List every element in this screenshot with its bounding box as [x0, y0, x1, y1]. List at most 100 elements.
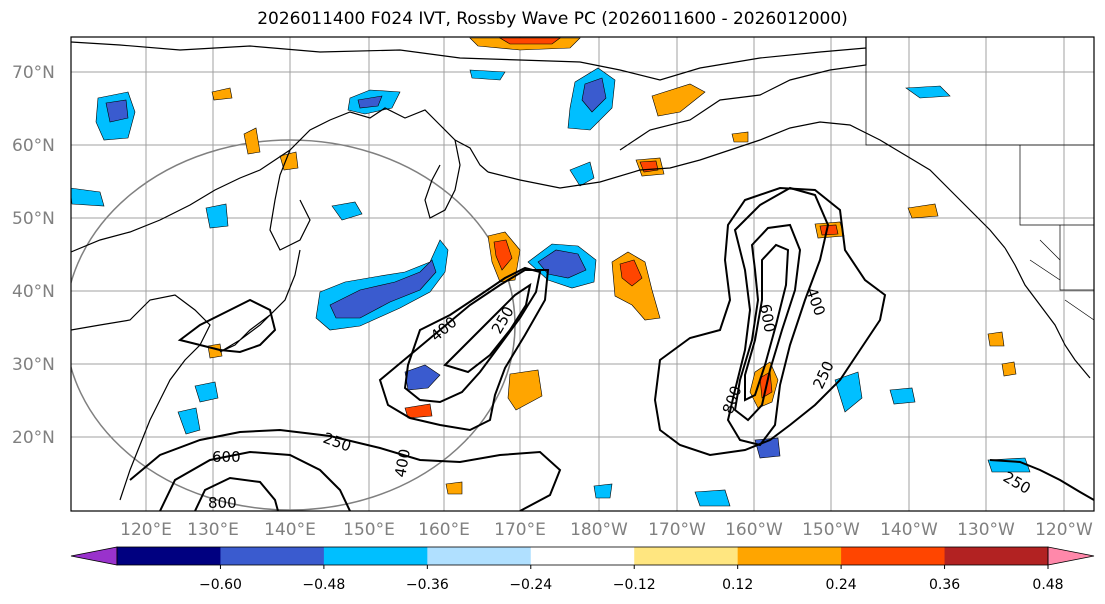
anomaly-patch [498, 37, 561, 45]
contour-label: 400 [391, 447, 414, 478]
colorbar-segment [737, 547, 842, 565]
longitude-label: 140°W [880, 520, 938, 540]
latitude-label: 30°N [12, 355, 55, 375]
anomaly-patch [619, 259, 643, 287]
longitude-label: 120°W [1035, 520, 1093, 540]
colorbar-segment [841, 547, 946, 565]
anomaly-patch [905, 85, 951, 99]
map-frame [70, 36, 1095, 512]
colorbar-segment [427, 547, 532, 565]
latitude-label: 40°N [12, 282, 55, 302]
longitude-label: 150°W [802, 520, 860, 540]
anomaly-patch [581, 77, 607, 113]
latitude-label: 60°N [12, 136, 55, 156]
positive-anomaly-patches [207, 37, 1017, 495]
ivt-contour [177, 298, 277, 354]
anomaly-patch [1001, 361, 1017, 377]
coastline-alaska-south [639, 121, 1006, 249]
latitude-labels: 20°N 30°N 40°N 50°N 60°N 70°N [12, 63, 55, 448]
anomaly-patch [243, 127, 261, 155]
ivt-contours [129, 186, 1094, 511]
contour-label: 600 [212, 448, 241, 466]
colorbar-segment [634, 547, 739, 565]
anomaly-patch [177, 407, 201, 435]
ivt-contour [159, 450, 351, 511]
ivt-contour [653, 186, 887, 457]
anomaly-patch [834, 371, 863, 413]
coastline-okhotsk [269, 149, 311, 251]
coastline-aleutians [487, 169, 641, 189]
colorbar-tick-label: 0.12 [722, 577, 753, 593]
ivt-contour [733, 223, 802, 422]
colorbar-tick-label: −0.12 [613, 577, 656, 593]
latitude-label: 70°N [12, 63, 55, 83]
country-borders [865, 37, 1094, 321]
colorbar-extend-max [1047, 546, 1095, 566]
coastline-alaska [619, 37, 867, 151]
anomaly-patch [205, 203, 229, 229]
colorbar-tick-label: −0.24 [509, 577, 552, 593]
ivt-contour [378, 269, 550, 432]
anomaly-patch [331, 201, 363, 221]
longitude-label: 170°E [494, 520, 546, 540]
anomaly-patch [889, 387, 916, 405]
ivt-contour [194, 476, 279, 511]
map-title: 2026011400 F024 IVT, Rossby Wave PC (202… [257, 9, 848, 29]
ivt-contour [129, 428, 562, 511]
latitude-label: 20°N [12, 428, 55, 448]
longitude-label: 140°E [264, 520, 316, 540]
anomaly-patch [819, 224, 839, 236]
colorbar-tick-label: −0.60 [199, 577, 242, 593]
anomaly-patch [507, 369, 543, 411]
anomaly-patch [493, 239, 513, 271]
latitude-label: 50°N [12, 209, 55, 229]
longitude-label: 150°E [343, 520, 395, 540]
ivt-contour [744, 243, 790, 402]
anomaly-patch [357, 95, 383, 109]
longitude-label: 160°E [418, 520, 470, 540]
longitude-label: 130°W [957, 520, 1015, 540]
anomaly-patch [404, 403, 433, 419]
longitude-label: 120°E [120, 520, 172, 540]
ivt-contour [726, 186, 830, 447]
anomaly-patch [194, 381, 219, 403]
longitude-label: 180°W [570, 520, 628, 540]
coastline-japan [219, 249, 301, 353]
anomaly-patch [987, 331, 1005, 347]
coastline-kamchatka [424, 139, 461, 219]
anomaly-patch [105, 99, 129, 123]
longitude-label: 160°W [725, 520, 783, 540]
colorbar-extend-min [70, 546, 118, 566]
ivt-contour [443, 282, 532, 374]
colorbar-segment [323, 547, 428, 565]
colorbar-tick-label: −0.36 [406, 577, 449, 593]
ivt-contour [989, 459, 1094, 501]
anomaly-patch [329, 259, 437, 319]
anomaly-patch [211, 87, 233, 101]
coastline-asia [71, 107, 489, 253]
colorbar-segment [944, 547, 1049, 565]
coastlines [71, 37, 1091, 501]
anomaly-patch [404, 364, 441, 391]
colorbar-tick-label: 0.24 [826, 577, 857, 593]
coastline-north-america [1004, 247, 1091, 379]
anomaly-patch [469, 69, 506, 81]
colorbar-tick-label: −0.48 [302, 577, 345, 593]
contour-label: 600 [756, 303, 779, 334]
anomaly-patch [279, 151, 299, 171]
longitude-label: 170°W [648, 520, 706, 540]
longitude-label: 130°E [187, 520, 239, 540]
anomaly-patch [731, 131, 749, 143]
anomaly-patch [569, 161, 595, 187]
colorbar: −0.60 −0.48 −0.36 −0.24 −0.12 0.12 0.24 0.36 0.4… [70, 546, 1095, 593]
colorbar-segment [117, 547, 221, 565]
colorbar-segment [530, 547, 635, 565]
anomaly-patch [907, 203, 939, 219]
anomaly-patch [445, 481, 463, 495]
anomaly-patch [207, 343, 223, 359]
coastline-arctic [71, 41, 867, 81]
longitude-labels: 120°E 130°E 140°E 150°E 160°E 170°E 180°W 170°W… [120, 520, 1093, 540]
colorbar-tick-label: 0.48 [1032, 577, 1063, 593]
contour-label: 800 [208, 494, 237, 512]
